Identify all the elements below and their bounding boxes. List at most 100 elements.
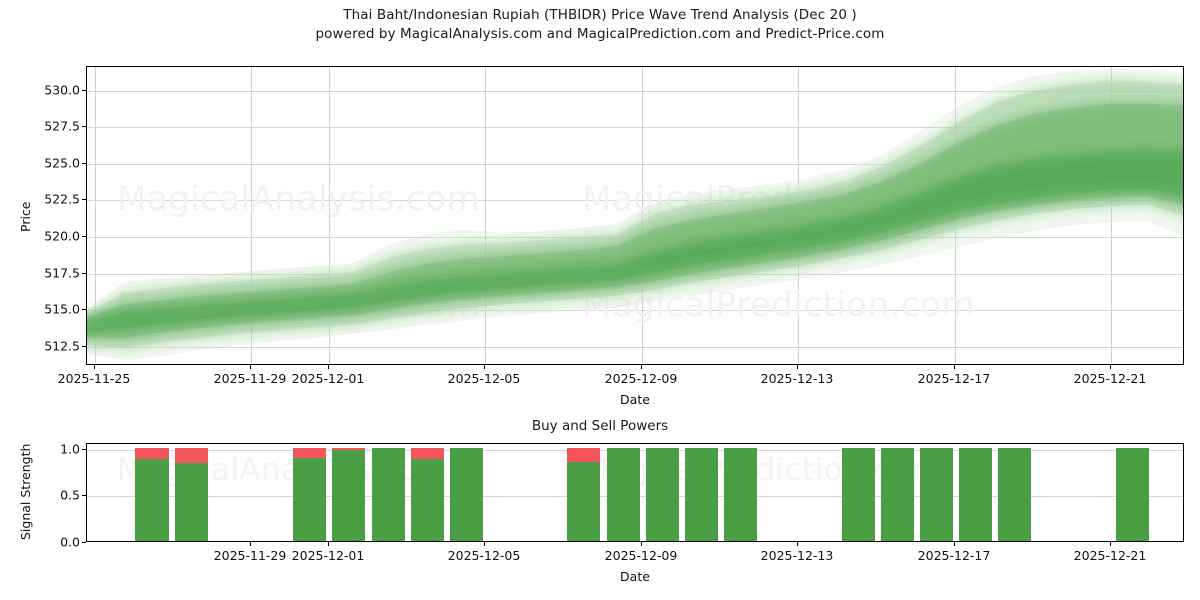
price-y-tick-mark <box>82 89 86 91</box>
price-x-tick-mark <box>250 365 251 369</box>
title-line-2: powered by MagicalAnalysis.com and Magic… <box>315 26 885 42</box>
power-y-tick-label: 0.0 <box>60 534 80 550</box>
price-x-tick-label: 2025-11-29 <box>213 371 287 386</box>
price-band-overlay <box>87 108 1183 344</box>
price-band-overlay <box>87 152 1183 334</box>
price-gridline-h <box>87 310 1183 312</box>
buy-sell-title: Buy and Sell Powers <box>531 418 669 434</box>
price-band-overlay <box>87 98 1183 334</box>
price-x-tick-label: 2025-12-13 <box>760 371 834 386</box>
price-y-tick-label: 512.5 <box>44 338 80 354</box>
price-x-tick-label: 2025-11-25 <box>57 371 131 386</box>
price-x-tick-mark <box>328 365 329 369</box>
buy-power-segment <box>372 447 405 541</box>
price-x-tick-mark <box>484 365 485 369</box>
buy-power-segment <box>332 450 365 541</box>
price-gridline-h <box>87 346 1183 348</box>
price-x-tick-mark <box>1110 365 1111 369</box>
power-x-tick-mark <box>328 542 329 546</box>
price-gridline-v <box>329 67 330 364</box>
power-bar <box>724 447 757 541</box>
price-band-overlay <box>87 112 1183 347</box>
price-y-tick-label: 517.5 <box>44 265 80 281</box>
price-band-overlay <box>87 101 1183 336</box>
power-x-tick-label: 2025-12-09 <box>604 548 678 563</box>
price-band-overlay <box>87 71 1183 340</box>
price-y-tick-mark <box>82 309 86 311</box>
price-band-overlay <box>87 148 1183 329</box>
power-bar <box>411 447 444 541</box>
price-gridline-v <box>251 67 252 364</box>
price-x-tick-mark <box>94 365 95 369</box>
price-x-tick-label: 2025-12-21 <box>1073 371 1147 386</box>
price-gridline-h <box>87 163 1183 165</box>
power-x-tick-mark <box>484 542 485 546</box>
power-x-tick-label: 2025-12-05 <box>447 548 521 563</box>
power-bar <box>450 447 483 541</box>
power-bar <box>998 447 1031 541</box>
power-bar <box>135 447 169 541</box>
price-band-overlay <box>87 75 1183 344</box>
power-y-tick-mark <box>82 448 86 450</box>
sell-power-segment <box>567 447 600 462</box>
price-x-tick-label: 2025-12-09 <box>604 371 678 386</box>
power-y-tick-mark <box>82 542 86 543</box>
power-bar <box>372 447 405 541</box>
price-band-overlay <box>87 85 1183 354</box>
sell-power-segment <box>293 447 326 458</box>
buy-power-segment <box>724 447 757 541</box>
price-band-overlay <box>87 145 1183 326</box>
power-bar <box>920 447 953 541</box>
price-y-tick-mark <box>82 199 86 201</box>
price-x-tick-mark <box>797 365 798 369</box>
buy-power-segment <box>685 447 718 541</box>
price-gridline-v <box>642 67 643 364</box>
buy-power-segment <box>842 447 875 541</box>
power-bar <box>959 447 992 541</box>
buy-power-segment <box>959 447 992 541</box>
power-bar <box>842 447 875 541</box>
buy-power-segment <box>175 462 208 541</box>
price-y-tick-mark <box>82 126 86 128</box>
price-x-axis-title: Date <box>620 392 650 407</box>
power-x-tick-label: 2025-12-17 <box>917 548 991 563</box>
price-y-tick-mark <box>82 345 86 347</box>
buy-sell-plot: MagicalAnalysis.com MagicalPrediction.com <box>86 443 1184 542</box>
power-bar <box>1116 447 1149 541</box>
buy-power-segment <box>1116 447 1149 541</box>
power-x-tick-label: 2025-12-01 <box>291 548 365 563</box>
price-x-tick-label: 2025-12-05 <box>447 371 521 386</box>
power-x-tick-label: 2025-12-21 <box>1073 548 1147 563</box>
price-band-overlay <box>87 106 1183 341</box>
price-x-tick-label: 2025-12-01 <box>291 371 365 386</box>
power-x-tick-mark <box>641 542 642 546</box>
power-bar <box>293 447 326 541</box>
price-gridline-h <box>87 90 1183 92</box>
power-y-tick-label: 1.0 <box>60 441 80 457</box>
buy-power-segment <box>411 458 444 541</box>
power-bar <box>881 447 914 541</box>
price-y-axis-title: Price <box>18 201 33 233</box>
price-y-tick-mark <box>82 162 86 164</box>
price-band-overlay <box>87 89 1183 358</box>
price-x-tick-mark <box>954 365 955 369</box>
price-gridline-h <box>87 200 1183 202</box>
buy-power-segment <box>920 447 953 541</box>
power-bar <box>607 447 640 541</box>
power-x-tick-label: 2025-11-29 <box>213 548 287 563</box>
power-x-axis-title: Date <box>620 569 650 584</box>
sell-power-segment <box>411 447 444 459</box>
buy-power-segment <box>646 447 679 541</box>
power-bar <box>685 447 718 541</box>
power-x-tick-mark <box>1110 542 1111 546</box>
power-bar <box>567 447 600 541</box>
power-x-tick-label: 2025-12-13 <box>760 548 834 563</box>
price-y-tick-label: 525.0 <box>44 155 80 171</box>
power-y-axis-title: Signal Strength <box>18 443 33 540</box>
power-x-tick-mark <box>954 542 955 546</box>
price-y-tick-label: 520.0 <box>44 228 80 244</box>
power-bar <box>646 447 679 541</box>
power-bar <box>175 447 208 541</box>
price-x-tick-label: 2025-12-17 <box>917 371 991 386</box>
